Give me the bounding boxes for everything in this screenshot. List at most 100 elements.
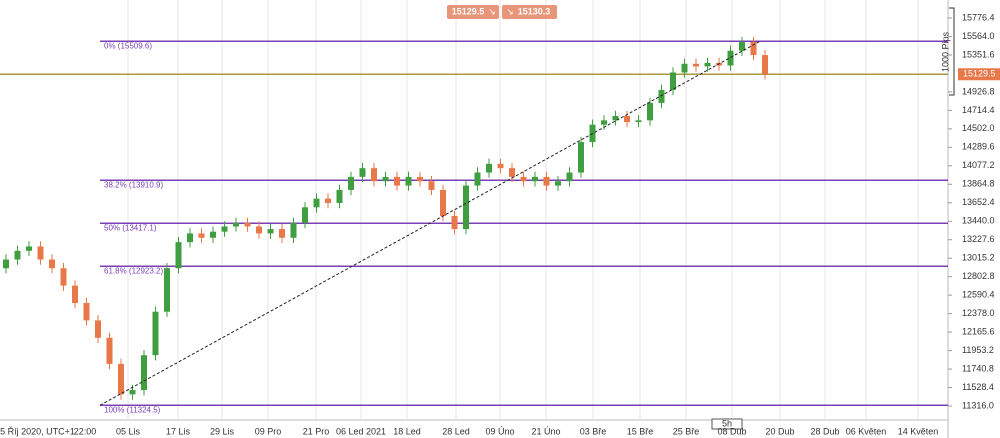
- candle-body: [578, 142, 584, 173]
- fib-label: 38.2% (13910.9): [104, 180, 163, 189]
- candle-body: [509, 168, 515, 177]
- y-tick-label: 11740.8: [962, 363, 994, 373]
- candle-body: [463, 185, 469, 230]
- x-tick-label: 17 Lis: [166, 426, 191, 436]
- candle-body: [256, 226, 262, 234]
- x-tick-label: 25 Bře: [673, 426, 700, 436]
- x-tick-label: 05 Lis: [116, 426, 141, 436]
- x-tick-label: 03 Bře: [580, 426, 607, 436]
- button-bg: [447, 5, 499, 19]
- y-tick-label: 11953.2: [962, 345, 994, 355]
- candle-body: [382, 176, 389, 182]
- interval-bg: [711, 418, 743, 430]
- x-tick-label: 09 Úno: [485, 426, 514, 436]
- candle-body: [635, 120, 642, 123]
- candle-body: [658, 89, 665, 103]
- candle-body: [612, 115, 619, 121]
- candle-body: [693, 63, 699, 67]
- price-tag: [958, 68, 1000, 81]
- candle-body: [210, 231, 216, 238]
- candle-body: [129, 389, 136, 395]
- fib-label: 61.8% (12923.2): [104, 266, 163, 275]
- candle-body: [497, 163, 504, 169]
- candle-body: [60, 268, 67, 286]
- range-label: 1000 Pips: [940, 31, 950, 72]
- candle-body: [233, 222, 239, 227]
- candle-body: [440, 189, 446, 217]
- candle-body: [187, 233, 193, 243]
- button-buy[interactable]: ↘ 15130.3: [502, 5, 557, 19]
- x-tick-label: 18 Led: [393, 426, 421, 436]
- candle-body: [727, 50, 734, 66]
- y-tick-label: 13440.0: [962, 216, 995, 226]
- fib-label: 0% (15509.6): [104, 41, 152, 50]
- candle-body: [647, 102, 653, 121]
- candle-body: [704, 62, 711, 67]
- candle-body: [451, 216, 458, 230]
- candle-body: [762, 55, 768, 75]
- candle-body: [302, 207, 308, 223]
- candle-body: [198, 233, 205, 238]
- x-tick-label: 08 Dub: [717, 426, 746, 436]
- y-tick-label: 15776.4: [962, 12, 995, 22]
- candle-body: [325, 198, 331, 203]
- x-tick-label: 28 Dub: [810, 426, 839, 436]
- candle-body: [681, 63, 688, 73]
- candle-body: [670, 72, 676, 90]
- candle-body: [520, 176, 527, 182]
- candle-body: [152, 311, 159, 356]
- candle-body: [95, 320, 101, 338]
- candle-body: [417, 176, 423, 182]
- x-tick-label: 29 Lis: [210, 426, 235, 436]
- button-icon: ↘: [506, 6, 514, 16]
- x-tick-label: 15 Bře: [627, 426, 654, 436]
- x-tick-label: 20 Dub: [765, 426, 794, 436]
- y-tick-label: 11316.0: [962, 400, 994, 410]
- button-sell[interactable]: 15129.5 ↘: [447, 5, 499, 19]
- candle-body: [118, 363, 124, 395]
- candle-body: [3, 259, 9, 269]
- y-tick-label: 11528.4: [962, 382, 994, 392]
- y-tick-label: 14714.4: [962, 105, 995, 115]
- candle-body: [313, 198, 320, 208]
- candle-body: [49, 259, 55, 269]
- y-tick-label: 13015.2: [962, 253, 995, 263]
- candle-body: [72, 285, 78, 304]
- candle-body: [348, 176, 354, 190]
- candle-body: [428, 181, 435, 190]
- candle-body: [14, 250, 21, 260]
- candle-body: [164, 268, 170, 312]
- button-label: 15129.5: [452, 6, 485, 16]
- x-tick-label: 22:00: [74, 426, 97, 436]
- candle-body: [394, 176, 400, 186]
- y-tick-label: 15564.0: [962, 31, 995, 41]
- y-tick-label: 12590.4: [962, 290, 995, 300]
- x-tick-label: 06 Květen: [846, 426, 887, 436]
- candle-body: [405, 176, 412, 186]
- y-tick-label: 13652.4: [962, 197, 995, 207]
- candle-body: [290, 222, 297, 238]
- candle-body: [543, 176, 550, 186]
- candle-body: [336, 189, 343, 203]
- interval-label: 5h: [722, 418, 732, 428]
- fib-label: 100% (11324.5): [104, 405, 161, 414]
- y-tick-label: 14926.8: [962, 86, 995, 96]
- candle-body: [739, 42, 745, 51]
- x-tick-label: 05 Říj 2020, UTC+1: [0, 426, 75, 436]
- x-tick-label: 21 Úno: [531, 426, 560, 436]
- price-tag-label: 15129.5: [963, 69, 996, 79]
- range-bracket: [949, 7, 955, 96]
- button-label: 15130.3: [518, 6, 551, 16]
- x-tick-label: 06 Led 2021: [336, 426, 386, 436]
- candle-body: [750, 42, 757, 56]
- interval-box[interactable]: 5h: [711, 418, 743, 430]
- candle-body: [601, 120, 607, 125]
- candle-body: [555, 181, 561, 186]
- candle-body: [359, 168, 366, 177]
- candle-body: [175, 242, 182, 269]
- candle-body: [624, 115, 630, 123]
- candle-body: [371, 168, 377, 182]
- x-tick-label: 09 Pro: [255, 426, 282, 436]
- candle-body: [83, 303, 90, 321]
- y-tick-label: 12802.8: [962, 271, 995, 281]
